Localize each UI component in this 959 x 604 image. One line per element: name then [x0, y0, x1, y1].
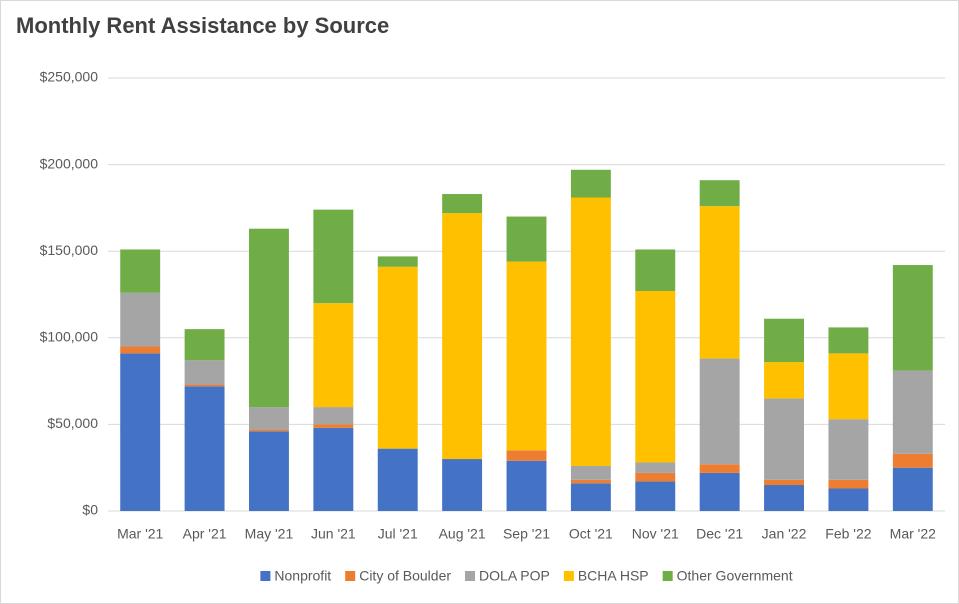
- bar-segment: [120, 249, 161, 293]
- legend-swatch: [563, 571, 574, 581]
- bar-segment: [699, 180, 740, 207]
- bar-segment: [699, 472, 740, 511]
- bar-segment: [764, 362, 804, 399]
- bar-segment: [184, 386, 225, 511]
- bar-segment: [442, 213, 483, 460]
- x-tick-label: Sep '21: [503, 526, 550, 542]
- y-tick-label: $50,000: [47, 415, 98, 431]
- bar-segment: [249, 228, 289, 408]
- legend-swatch: [345, 571, 356, 581]
- x-tick-label: Feb '22: [825, 526, 871, 542]
- x-tick-label: Apr '21: [183, 526, 227, 542]
- bar-segment: [184, 329, 225, 361]
- y-tick-label: $100,000: [40, 329, 99, 345]
- bar-segment: [506, 460, 547, 511]
- legend-swatch: [465, 571, 476, 581]
- bar-segment: [570, 169, 611, 198]
- x-tick-label: Nov '21: [632, 526, 679, 542]
- bar-segment: [120, 346, 161, 354]
- legend-label: Nonprofit: [274, 568, 331, 584]
- bar-segment: [635, 462, 676, 473]
- bar-segment: [184, 360, 225, 385]
- bar-segment: [892, 265, 933, 371]
- bar-segment: [570, 465, 611, 480]
- bar-segment: [699, 358, 740, 465]
- legend-swatch: [260, 571, 271, 581]
- y-tick-label: $200,000: [40, 155, 99, 171]
- x-tick-label: Mar '21: [117, 526, 163, 542]
- bar-segment: [313, 209, 354, 304]
- bar-segment: [377, 256, 418, 267]
- bar-segment: [249, 429, 289, 432]
- bar-segment: [184, 384, 225, 387]
- bar-segment: [120, 292, 161, 347]
- x-tick-label: Jul '21: [378, 526, 418, 542]
- bar-segment: [249, 407, 289, 430]
- chart-title: Monthly Rent Assistance by Source: [16, 13, 389, 38]
- bar-segment: [570, 479, 611, 484]
- bar-segment: [635, 249, 676, 292]
- bar-segment: [892, 453, 933, 468]
- bar-segment: [313, 427, 354, 511]
- bar-segment: [313, 303, 354, 408]
- bar-segment: [506, 216, 547, 262]
- bar-segment: [828, 353, 869, 420]
- bar-segment: [570, 197, 611, 466]
- x-tick-label: Oct '21: [569, 526, 613, 542]
- bar-segment: [313, 424, 354, 428]
- y-tick-label: $250,000: [40, 69, 99, 85]
- bar-segment: [442, 194, 483, 214]
- bar-segment: [764, 485, 804, 511]
- bar-segment: [892, 370, 933, 454]
- bar-segment: [699, 206, 740, 359]
- bar-segment: [570, 483, 611, 511]
- bar-segment: [828, 327, 869, 354]
- bar-segment: [828, 419, 869, 480]
- bar-segment: [764, 398, 804, 480]
- x-tick-label: May '21: [245, 526, 294, 542]
- y-tick-label: $0: [82, 502, 98, 518]
- legend-label: DOLA POP: [479, 568, 550, 584]
- bar-segment: [249, 431, 289, 511]
- bar-segment: [635, 481, 676, 511]
- legend-label: Other Government: [677, 568, 793, 584]
- x-tick-label: Jan '22: [762, 526, 807, 542]
- bar-segment: [828, 488, 869, 511]
- bar-segment: [828, 479, 869, 489]
- legend-label: BCHA HSP: [578, 568, 649, 584]
- bar-segment: [442, 459, 483, 511]
- bar-segment: [764, 479, 804, 486]
- x-tick-label: Aug '21: [439, 526, 486, 542]
- bar-segment: [764, 318, 804, 363]
- bar-segment: [699, 464, 740, 473]
- x-tick-label: Jun '21: [311, 526, 356, 542]
- bar-segment: [506, 450, 547, 461]
- bar-segment: [892, 467, 933, 511]
- bar-segment: [377, 448, 418, 511]
- legend-swatch: [662, 571, 673, 581]
- bar-segment: [506, 261, 547, 451]
- legend-label: City of Boulder: [359, 568, 451, 584]
- bar-segment: [313, 407, 354, 425]
- x-tick-label: Dec '21: [696, 526, 743, 542]
- bar-segment: [635, 472, 676, 482]
- bar-segment: [120, 353, 161, 511]
- x-tick-label: Mar '22: [890, 526, 936, 542]
- bar-segment: [377, 266, 418, 449]
- bar-segment: [635, 291, 676, 463]
- y-tick-label: $150,000: [40, 242, 99, 258]
